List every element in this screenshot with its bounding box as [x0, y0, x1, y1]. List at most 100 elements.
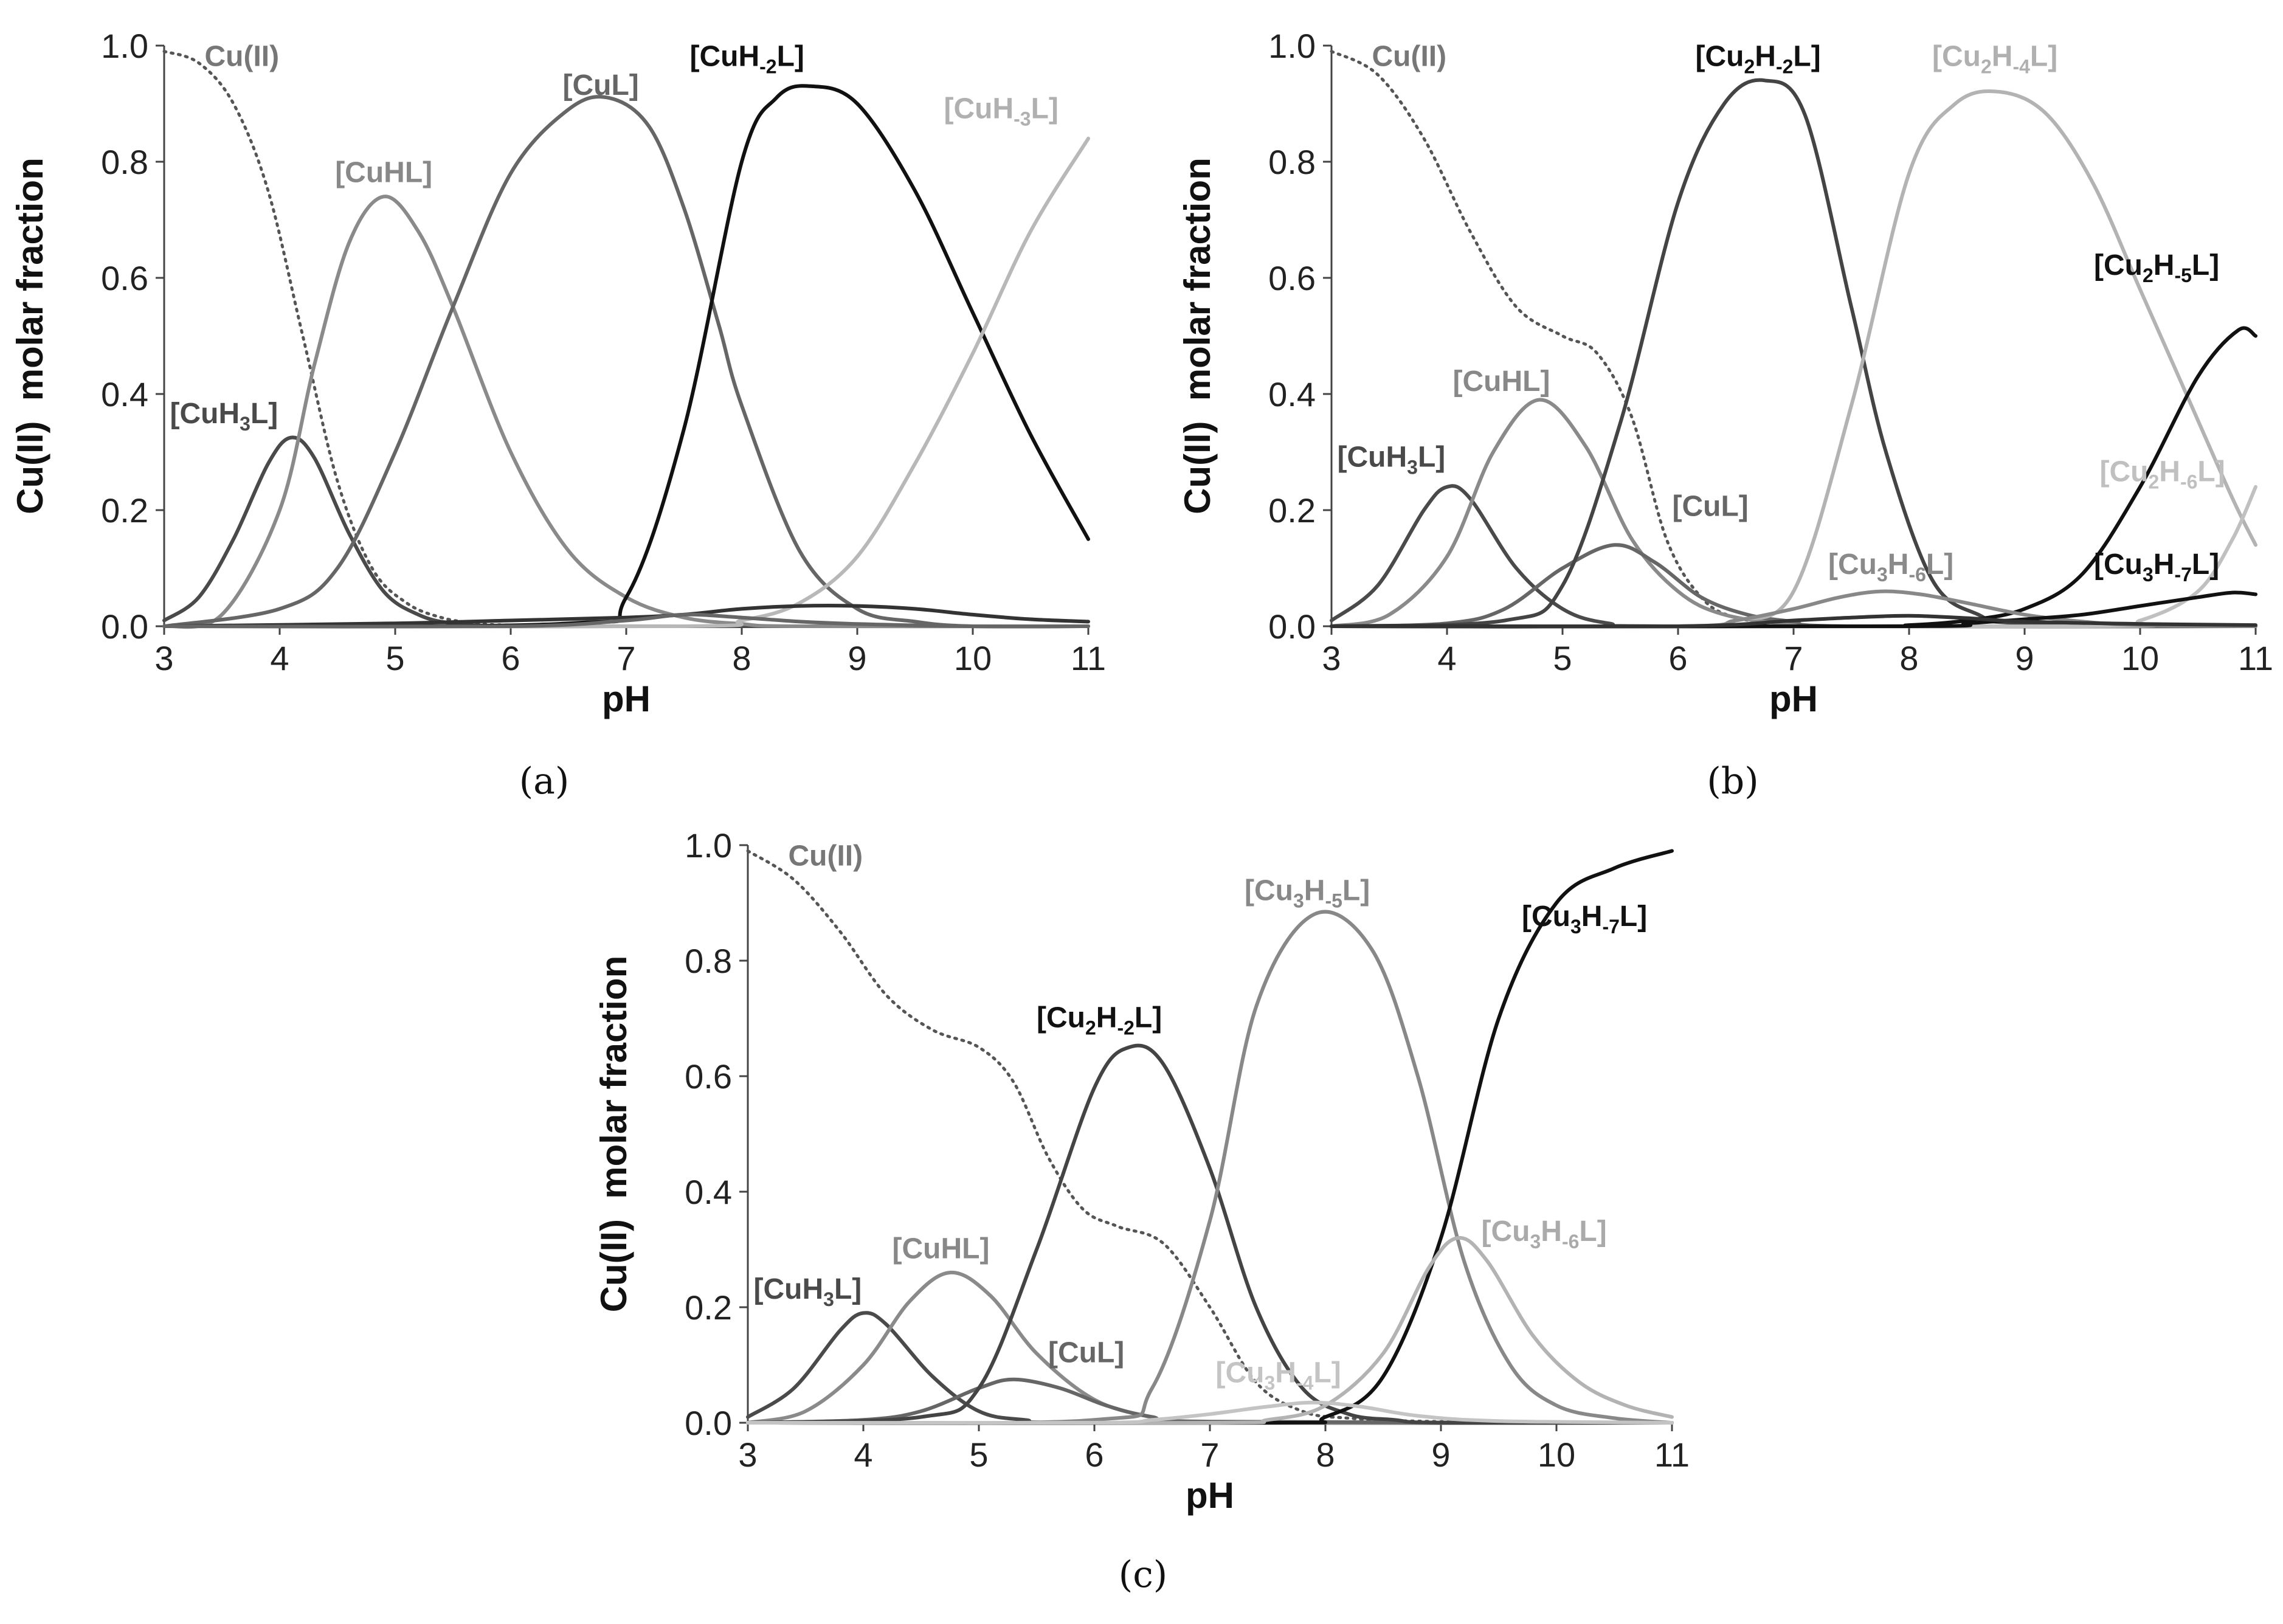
x-tick-label: 10 [954, 639, 992, 677]
x-tick-label: 5 [969, 1436, 988, 1474]
y-tick-label: 0.8 [685, 942, 732, 980]
y-tick-label: 0.2 [101, 491, 148, 530]
species-label-cu3h-6l: [Cu3H-6L] [1482, 1215, 1607, 1253]
x-tick-label: 9 [848, 639, 866, 677]
x-tick-label: 3 [738, 1436, 757, 1474]
y-tick-label: 0.4 [101, 375, 148, 413]
panel-caption: (b) [1707, 760, 1758, 803]
y-tick-label: 0.2 [685, 1288, 732, 1327]
species-label-cu2h-2l: [Cu2H-2L] [1696, 40, 1821, 77]
x-tick-label: 9 [1431, 1436, 1450, 1474]
species-label-cu3h-7l: [Cu3H-7L] [2094, 548, 2219, 586]
species-label-cu3h-5l: [Cu3H-5L] [1245, 874, 1370, 911]
y-tick-label: 1.0 [685, 826, 732, 865]
series-line-cu-ii [162, 50, 1090, 628]
x-tick-label: 4 [270, 639, 289, 677]
species-label-cuhl: [CuHL] [893, 1232, 990, 1265]
species-label-cuh3l: [CuH3L] [170, 398, 278, 435]
x-tick-label: 10 [1538, 1436, 1575, 1474]
y-tick-label: 0.0 [1268, 607, 1316, 646]
chart-panel-a: 3 4 5 6 7 8 9 10 11 0.0 0.2 0.4 0.6 0.8 1.0 pH Cu(II) mo… [10, 27, 1106, 803]
x-axis-label: pH [1769, 679, 1818, 719]
panel-caption: (c) [1119, 1553, 1167, 1596]
species-label-cu-ii: Cu(II) [1372, 40, 1447, 72]
species-label-cuh3l: [CuH3L] [754, 1273, 862, 1310]
panel-caption: (a) [519, 760, 570, 803]
species-label-cu3h-7l: [Cu3H-7L] [1522, 900, 1647, 938]
series-line-cu2h-4l [1330, 89, 2257, 629]
species-label-cuh3l: [CuH3L] [1338, 441, 1446, 478]
y-tick-label: 1.0 [101, 27, 148, 65]
series-line-minor-10 [1330, 613, 2257, 629]
y-tick-label: 0.6 [1268, 259, 1316, 297]
species-label-cu-ii: Cu(II) [205, 40, 280, 72]
series-line-cuhl [162, 195, 1090, 629]
x-tick-label: 5 [385, 639, 404, 677]
x-tick-label: 3 [154, 639, 173, 677]
x-tick-label: 6 [1085, 1436, 1104, 1474]
species-label-cul: [CuL] [1673, 491, 1749, 523]
y-axis-label: Cu(II) molar fraction [593, 956, 634, 1313]
chart-panel-c: 3 4 5 6 7 8 9 10 11 0.0 0.2 0.4 0.6 0.8 1.0 pH Cu(II) mo… [593, 826, 1690, 1596]
species-label-cul: [CuL] [1048, 1336, 1124, 1369]
y-tick-label: 0.0 [685, 1404, 732, 1442]
species-label-cu3h-4l: [Cu3H-4L] [1216, 1357, 1341, 1394]
chart-panel-b: 3 4 5 6 7 8 9 10 11 0.0 0.2 0.4 0.6 0.8 1.0 pH Cu(II) mo… [1177, 27, 2273, 803]
y-tick-label: 0.6 [685, 1057, 732, 1096]
species-label-cu2h-5l: [Cu2H-5L] [2094, 249, 2219, 286]
series-line-cu3h-4l [746, 1400, 1674, 1425]
species-label-cuhl: [CuHL] [1453, 365, 1550, 398]
series-line-cul [162, 95, 1090, 629]
x-tick-label: 8 [732, 639, 751, 677]
y-tick-label: 0.2 [1268, 491, 1316, 530]
series-line-cu-ii [746, 849, 1674, 1425]
y-tick-label: 0.0 [101, 607, 148, 646]
x-tick-label: 7 [1784, 639, 1803, 677]
x-tick-label: 11 [1071, 639, 1106, 677]
x-tick-label: 8 [1316, 1436, 1335, 1474]
x-tick-label: 4 [1437, 639, 1456, 677]
y-tick-label: 0.8 [101, 143, 148, 181]
series-line-cu3h-6l [746, 1235, 1674, 1425]
x-tick-label: 8 [1899, 639, 1918, 677]
x-tick-label: 6 [1668, 639, 1687, 677]
y-axis-label: Cu(II) molar fraction [1177, 157, 1218, 514]
y-tick-label: 1.0 [1268, 27, 1316, 65]
x-tick-label: 11 [2238, 639, 2273, 677]
species-label-cu-ii: Cu(II) [789, 840, 863, 872]
series-line-cuh-2l [162, 84, 1090, 629]
x-tick-label: 5 [1553, 639, 1572, 677]
x-axis-label: pH [602, 679, 651, 719]
series-line-cu3h-5l [746, 910, 1674, 1425]
series-line-cuh-3l [162, 136, 1090, 629]
x-tick-label: 3 [1322, 639, 1341, 677]
species-label-cuh-3l: [CuH-3L] [944, 92, 1059, 130]
species-label-cu2h-6l: [Cu2H-6L] [2100, 455, 2225, 492]
x-tick-label: 4 [854, 1436, 872, 1474]
series-line-cu2h-2l [746, 1043, 1674, 1425]
series-line-cuhl [746, 1270, 1674, 1425]
series-line-cuh3l [746, 1311, 1674, 1425]
y-tick-label: 0.4 [685, 1173, 732, 1211]
series-line-minor-6 [162, 604, 1090, 628]
y-tick-label: 0.4 [1268, 375, 1316, 413]
species-label-cul: [CuL] [563, 69, 639, 102]
series-line-cu2h-2l [1330, 78, 2257, 628]
x-tick-label: 9 [2015, 639, 2034, 677]
x-tick-label: 11 [1654, 1436, 1690, 1474]
species-label-cu2h-2l: [Cu2H-2L] [1037, 1001, 1162, 1038]
species-label-cu2h-4l: [Cu2H-4L] [1932, 40, 2057, 77]
series-line-cul [746, 1377, 1674, 1425]
x-tick-label: 7 [617, 639, 635, 677]
y-tick-label: 0.8 [1268, 143, 1316, 181]
species-label-cuhl: [CuHL] [335, 156, 432, 188]
y-axis-label: Cu(II) molar fraction [10, 157, 50, 514]
series-line-minor-7 [162, 612, 1090, 629]
series-line-cu-ii [1330, 50, 2257, 628]
x-tick-label: 7 [1200, 1436, 1219, 1474]
x-axis-label: pH [1186, 1475, 1234, 1516]
species-label-cuh-2l: [CuH-2L] [690, 40, 804, 77]
y-tick-label: 0.6 [101, 259, 148, 297]
x-tick-label: 10 [2121, 639, 2159, 677]
